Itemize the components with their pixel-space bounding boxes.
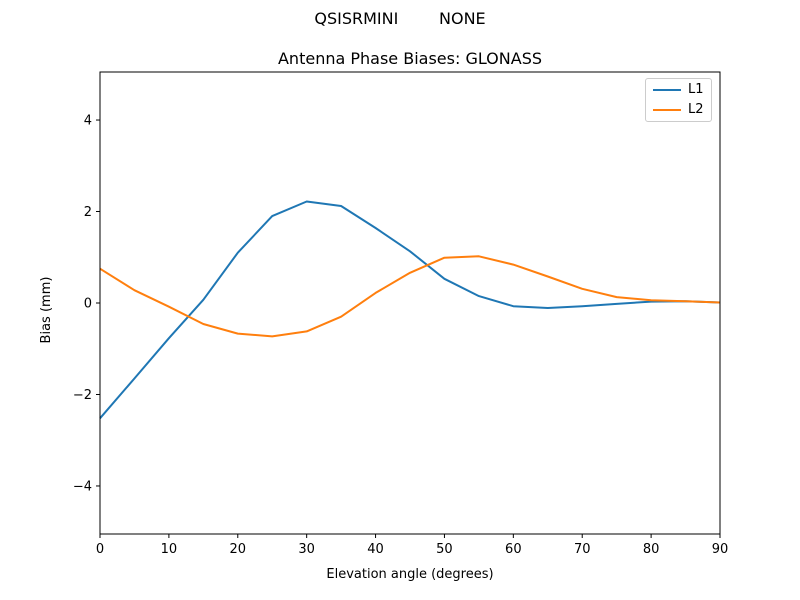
x-tick-label: 30 — [298, 542, 315, 557]
legend-label-l2: L2 — [688, 102, 704, 117]
x-tick-label: 60 — [505, 542, 522, 557]
x-tick-label: 90 — [712, 542, 729, 557]
x-tick-label: 40 — [367, 542, 384, 557]
legend-item-l2: L2 — [653, 102, 711, 118]
y-tick-label: −4 — [73, 479, 92, 494]
figure-suptitle: QSISRMINI NONE — [314, 9, 486, 28]
legend-label-l1: L1 — [688, 82, 704, 97]
legend-line-sample-l2 — [653, 109, 681, 111]
legend: L1 L2 — [645, 78, 712, 122]
y-tick-label: 4 — [84, 114, 92, 129]
x-tick-label: 50 — [436, 542, 453, 557]
x-axis-label: Elevation angle (degrees) — [326, 567, 494, 582]
y-tick-label: 0 — [84, 297, 92, 312]
x-tick-label: 10 — [161, 542, 178, 557]
x-tick-label: 70 — [574, 542, 591, 557]
x-tick-label: 80 — [643, 542, 660, 557]
y-tick-label: 2 — [84, 205, 92, 220]
legend-item-l1: L1 — [653, 82, 711, 98]
series-line-l1 — [99, 200, 721, 419]
legend-line-sample-l1 — [653, 89, 681, 91]
axes-title: Antenna Phase Biases: GLONASS — [277, 49, 542, 68]
x-tick-label: 0 — [96, 542, 104, 557]
series-line-l2 — [99, 255, 721, 338]
y-tick-label: −2 — [73, 388, 92, 403]
y-axis-label: Bias (mm) — [39, 276, 54, 344]
x-tick-label: 20 — [230, 542, 247, 557]
